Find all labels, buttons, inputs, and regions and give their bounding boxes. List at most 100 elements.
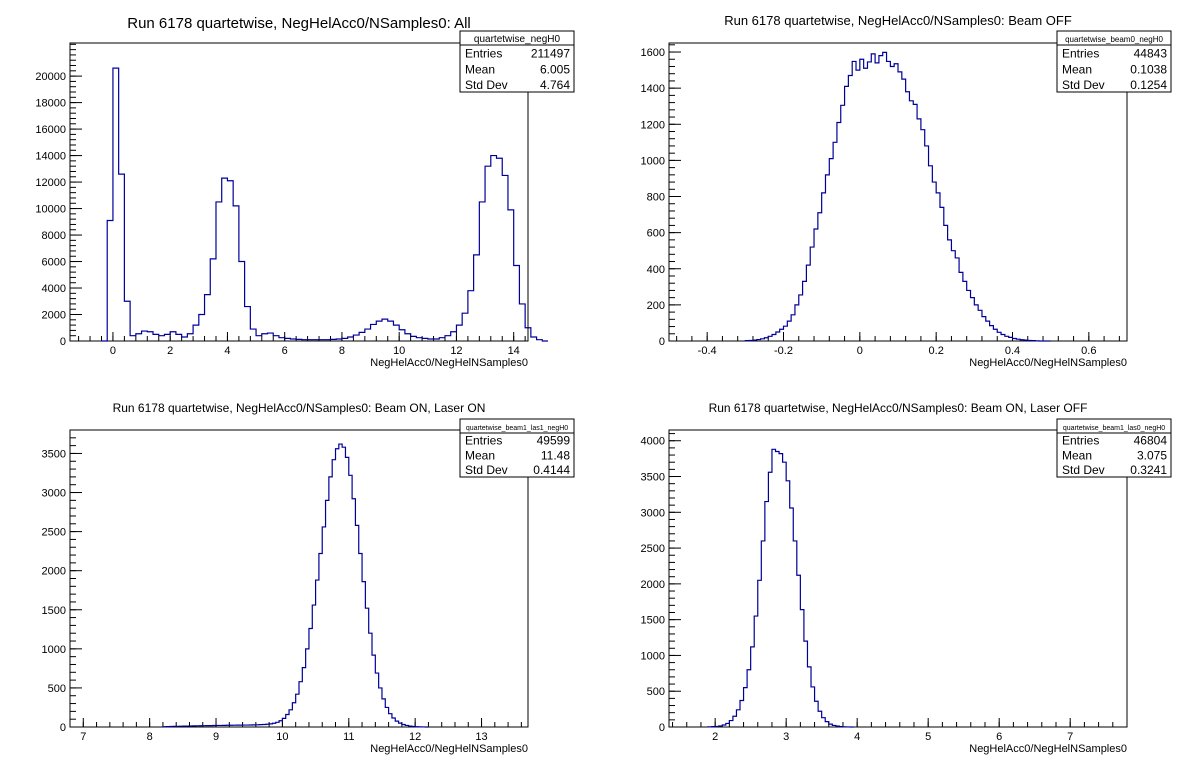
y-tick-label: 2000 — [42, 310, 66, 322]
stats-label: Mean — [465, 62, 495, 76]
y-tick-label: 1000 — [641, 155, 665, 167]
x-tick-label: 10 — [393, 345, 405, 357]
y-tick-label: 1000 — [42, 644, 66, 656]
y-tick-label: 0 — [659, 336, 665, 348]
stats-label: Std Dev — [465, 78, 508, 92]
x-tick-label: 0 — [110, 345, 116, 357]
y-tick-label: 500 — [48, 683, 66, 695]
x-tick-label: 0.6 — [1081, 345, 1096, 357]
histogram-panel-3: Run 6178 quartetwise, NegHelAcc0/NSample… — [42, 401, 575, 755]
y-tick-label: 12000 — [35, 177, 66, 189]
x-tick-label: 6 — [282, 345, 288, 357]
y-tick-label: 3000 — [42, 488, 66, 500]
y-tick-label: 2000 — [641, 579, 665, 591]
x-tick-label: 13 — [475, 731, 487, 743]
y-tick-label: 1000 — [641, 650, 665, 662]
y-tick-label: 2000 — [42, 566, 66, 578]
histogram-panel-1: Run 6178 quartetwise, NegHelAcc0/NSample… — [35, 15, 575, 369]
y-tick-label: 0 — [659, 722, 665, 734]
x-axis-label: NegHelAcc0/NegHelNSamples0 — [969, 743, 1127, 755]
panel-title: Run 6178 quartetwise, NegHelAcc0/NSample… — [127, 15, 471, 32]
plot-frame — [668, 429, 1128, 728]
stats-value: 11.48 — [541, 448, 570, 462]
stats-box: quartetwise_negH0 Entries 211497 Mean 6.005 S… — [459, 30, 575, 93]
stats-histogram-name: quartetwise_beam1_las1_negH0 — [466, 425, 568, 432]
y-tick-label: 400 — [647, 264, 665, 276]
y-tick-label: 1600 — [641, 47, 665, 59]
x-tick-label: 14 — [508, 345, 520, 357]
y-tick-label: 0 — [60, 722, 66, 734]
stats-label: Entries — [1062, 434, 1099, 448]
y-tick-label: 6000 — [42, 257, 66, 269]
stats-value: 44843 — [1134, 47, 1168, 61]
stats-label: Std Dev — [1062, 463, 1105, 477]
x-tick-label: 4 — [224, 345, 230, 357]
stats-box-frame — [459, 30, 575, 93]
y-tick-label: 4000 — [42, 283, 66, 295]
x-tick-label: 0 — [857, 345, 863, 357]
stats-label: Mean — [1062, 62, 1092, 76]
x-axis-label: NegHelAcc0/NegHelNSamples0 — [969, 357, 1127, 369]
stats-value: 0.1254 — [1130, 78, 1167, 92]
y-tick-label: 18000 — [35, 98, 66, 110]
x-tick-label: 9 — [213, 731, 219, 743]
histogram-series — [162, 443, 429, 728]
plot-frame — [69, 42, 529, 342]
y-tick-label: 3500 — [641, 472, 665, 484]
y-tick-label: 10000 — [35, 204, 66, 216]
x-axis-label: NegHelAcc0/NegHelNSamples0 — [370, 743, 528, 755]
x-tick-label: 5 — [925, 731, 931, 743]
x-tick-label: -0.4 — [698, 345, 717, 357]
stats-label: Std Dev — [1062, 78, 1105, 92]
stats-box: quartetwise_beam1_las1_negH0 Entries 49599… — [459, 418, 575, 478]
x-tick-label: 12 — [450, 345, 462, 357]
y-tick-label: 14000 — [35, 151, 66, 163]
x-tick-label: 8 — [147, 731, 153, 743]
stats-value: 3.075 — [1137, 448, 1167, 462]
x-tick-label: 4 — [854, 731, 860, 743]
x-tick-label: -0.2 — [774, 345, 793, 357]
y-tick-label: 4000 — [641, 436, 665, 448]
y-tick-label: 1500 — [42, 605, 66, 617]
stats-label: Entries — [465, 434, 502, 448]
y-tick-label: 1200 — [641, 119, 665, 131]
panel-title: Run 6178 quartetwise, NegHelAcc0/NSample… — [113, 401, 486, 415]
stats-box-frame — [459, 418, 575, 478]
x-tick-label: 3 — [783, 731, 789, 743]
histogram-panel-2: Run 6178 quartetwise, NegHelAcc0/NSample… — [641, 13, 1172, 369]
stats-label: Entries — [1062, 47, 1099, 61]
y-tick-label: 1400 — [641, 83, 665, 95]
stats-box: quartetwise_beam1_las0_negH0 Entries 46804… — [1056, 418, 1172, 478]
stats-histogram-name: quartetwise_negH0 — [474, 34, 561, 45]
histogram-panel-4: Run 6178 quartetwise, NegHelAcc0/NSample… — [641, 401, 1172, 755]
y-tick-label: 0 — [60, 336, 66, 348]
histogram-series — [707, 448, 854, 728]
x-tick-label: 0.4 — [1005, 345, 1020, 357]
histogram-series — [101, 67, 549, 342]
x-tick-label: 11 — [343, 731, 354, 743]
stats-box-frame — [1056, 30, 1172, 93]
y-tick-label: 16000 — [35, 124, 66, 136]
stats-value: 0.3241 — [1130, 463, 1167, 477]
x-tick-label: 8 — [339, 345, 345, 357]
x-tick-label: 6 — [996, 731, 1002, 743]
y-tick-label: 2500 — [42, 527, 66, 539]
stats-box: quartetwise_beam0_negH0 Entries 44843 Mean 0… — [1056, 30, 1172, 93]
plot-frame — [668, 42, 1128, 342]
histogram-series — [744, 51, 1051, 342]
y-tick-label: 800 — [647, 192, 665, 204]
stats-box-frame — [1056, 418, 1172, 478]
x-tick-label: 0.2 — [929, 345, 944, 357]
stats-value: 211497 — [531, 47, 570, 61]
stats-histogram-name: quartetwise_beam1_las0_negH0 — [1063, 425, 1165, 432]
y-tick-label: 500 — [647, 686, 665, 698]
x-axis-label: NegHelAcc0/NegHelNSamples0 — [370, 357, 528, 369]
y-tick-label: 200 — [647, 300, 665, 312]
stats-value: 6.005 — [540, 62, 570, 76]
x-tick-label: 7 — [80, 731, 86, 743]
x-tick-label: 10 — [276, 731, 288, 743]
y-tick-label: 20000 — [35, 71, 66, 83]
x-tick-label: 2 — [712, 731, 718, 743]
stats-value: 49599 — [537, 434, 571, 448]
y-tick-label: 3000 — [641, 507, 665, 519]
